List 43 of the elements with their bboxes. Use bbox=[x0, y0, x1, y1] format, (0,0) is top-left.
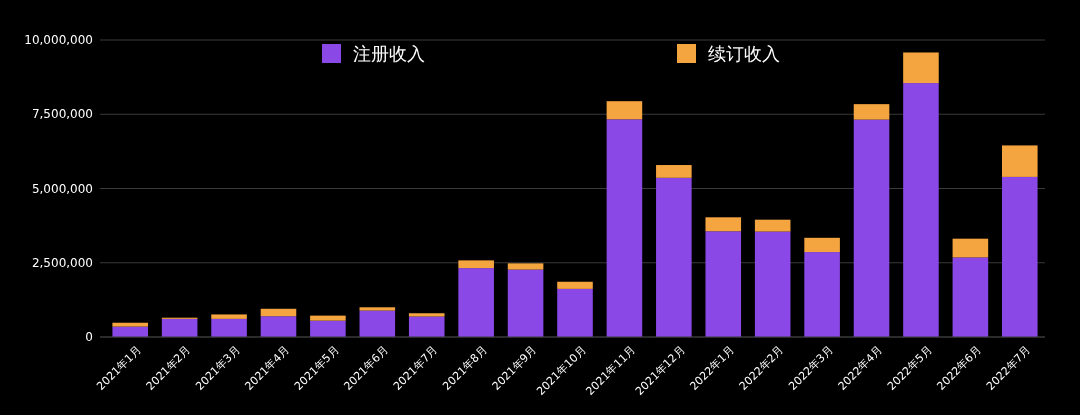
bar bbox=[359, 307, 396, 311]
y-tick-label: 0 bbox=[85, 330, 93, 345]
bar bbox=[952, 238, 989, 258]
bar bbox=[112, 322, 148, 327]
bar bbox=[656, 165, 692, 178]
bar bbox=[705, 231, 742, 337]
bar bbox=[310, 320, 346, 337]
y-tick-label: 10,000,000 bbox=[24, 33, 93, 48]
y-tick-label: 2,500,000 bbox=[31, 255, 93, 270]
bar bbox=[211, 314, 247, 319]
bar bbox=[458, 260, 494, 269]
bar bbox=[211, 318, 247, 337]
bar bbox=[408, 316, 445, 337]
bar bbox=[359, 310, 396, 337]
legend-label: 续订收入 bbox=[708, 43, 780, 65]
bar bbox=[705, 217, 742, 232]
bar bbox=[507, 269, 544, 337]
bar bbox=[606, 101, 643, 120]
bar bbox=[754, 231, 791, 337]
bar bbox=[1002, 176, 1038, 337]
bar bbox=[804, 237, 840, 253]
y-tick-label: 5,000,000 bbox=[31, 181, 93, 196]
bar bbox=[408, 313, 445, 317]
bar bbox=[656, 177, 692, 337]
legend-label: 注册收入 bbox=[353, 43, 425, 65]
bar bbox=[903, 83, 939, 337]
bar bbox=[557, 288, 593, 337]
bar bbox=[458, 268, 494, 337]
bar bbox=[557, 281, 593, 289]
bar bbox=[310, 315, 346, 321]
bar bbox=[952, 257, 989, 337]
y-tick-label: 7,500,000 bbox=[31, 107, 93, 122]
bar bbox=[754, 219, 791, 232]
bar bbox=[606, 119, 643, 337]
bar bbox=[260, 308, 297, 317]
bar bbox=[161, 318, 198, 337]
bar bbox=[853, 119, 890, 337]
bar bbox=[260, 316, 297, 337]
bar bbox=[507, 263, 544, 270]
bar bbox=[903, 52, 939, 84]
bar bbox=[1002, 145, 1038, 177]
bar bbox=[853, 104, 890, 120]
bar bbox=[804, 252, 840, 337]
